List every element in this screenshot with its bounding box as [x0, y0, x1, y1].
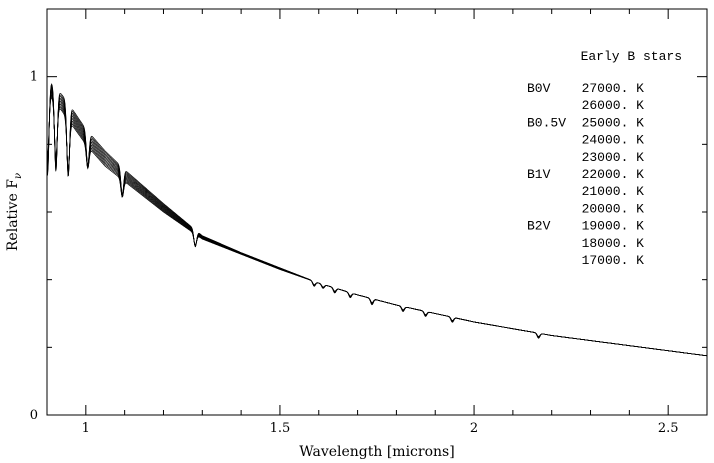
legend-type: B0V	[527, 81, 551, 96]
x-tick-label: 1.5	[270, 421, 291, 436]
legend-temp: 19000. K	[582, 219, 645, 234]
legend-temp: 24000. K	[582, 133, 645, 148]
legend-type: B1V	[527, 167, 551, 182]
y-tick-label: 0	[30, 408, 38, 423]
legend-temp: 18000. K	[582, 236, 645, 251]
x-tick-label: 2.5	[658, 421, 679, 436]
legend-title: Early B stars	[581, 49, 682, 64]
y-axis-label-subscript: ν	[13, 173, 24, 179]
legend-temp: 26000. K	[582, 98, 645, 113]
spectrum-series	[46, 83, 707, 357]
tick-labels: 1 1.5 2 2.5 0 1	[30, 70, 679, 436]
spectrum-line	[46, 97, 707, 357]
y-tick-label: 1	[30, 70, 38, 85]
axis-ticks	[46, 8, 708, 416]
x-axis-label: Wavelength [microns]	[299, 444, 454, 460]
legend: B0V 27000. K 26000. K B0.5V 25000. K 24000. K…	[527, 81, 644, 268]
legend-temp: 23000. K	[582, 150, 645, 165]
legend-temp: 27000. K	[582, 81, 645, 96]
y-axis-label: Relative Fν	[5, 173, 24, 251]
legend-temp: 25000. K	[582, 115, 645, 130]
legend-temp: 20000. K	[582, 201, 645, 216]
legend-temp: 17000. K	[582, 253, 645, 268]
x-tick-label: 2	[470, 421, 478, 436]
legend-type: B0.5V	[527, 115, 566, 130]
legend-temp: 21000. K	[582, 184, 645, 199]
x-tick-label: 1	[82, 421, 90, 436]
legend-temp: 22000. K	[582, 167, 645, 182]
legend-type: B2V	[527, 219, 551, 234]
